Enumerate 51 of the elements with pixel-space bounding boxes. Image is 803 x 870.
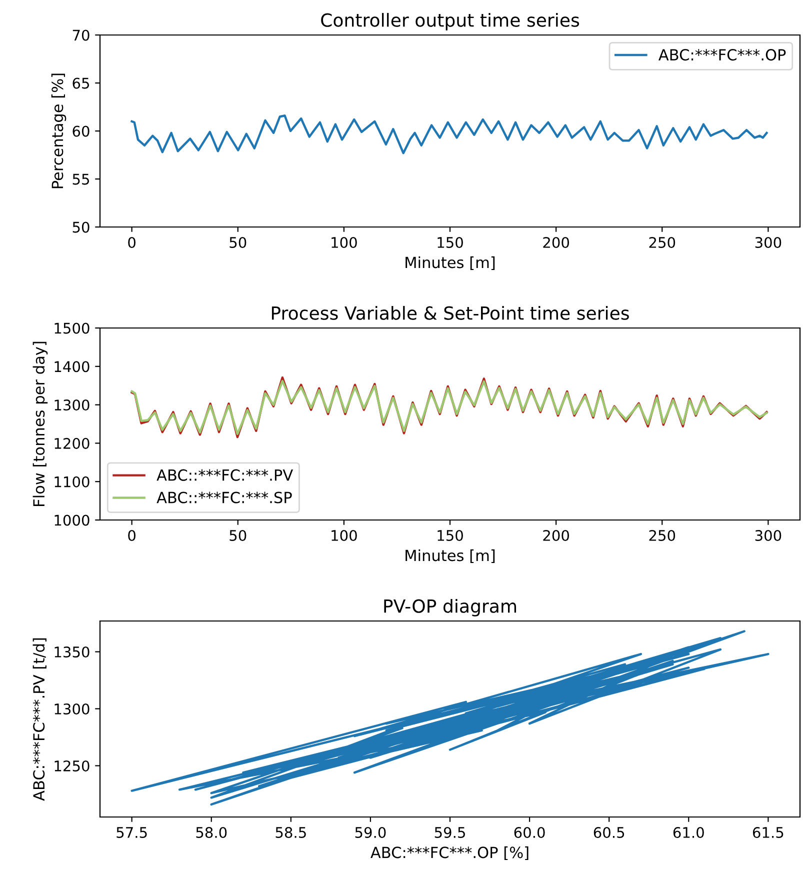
line-series bbox=[130, 630, 770, 806]
y-tick-label: 50 bbox=[72, 222, 90, 233]
line-series bbox=[130, 114, 768, 154]
x-tick-label: 58.0 bbox=[196, 826, 227, 838]
x-tick-label: 50 bbox=[230, 530, 246, 542]
y-tick-label: 1300 bbox=[54, 703, 90, 714]
chart-title: PV-OP diagram bbox=[384, 598, 516, 616]
y-axis-title: Percentage [%] bbox=[51, 74, 66, 188]
y-tick-label: 65 bbox=[72, 78, 90, 89]
x-tick-label: 60.5 bbox=[594, 826, 624, 838]
y-tick-label: 1100 bbox=[54, 476, 90, 488]
x-axis-title: Minutes [m] bbox=[406, 256, 495, 270]
legend-label: ABC::***FC:***.SP bbox=[156, 492, 292, 504]
y-axis-title: Flow [tonnes per day] bbox=[32, 342, 48, 506]
x-tick-label: 300 bbox=[755, 530, 782, 542]
x-tick-label: 60.0 bbox=[514, 826, 545, 838]
x-tick-label: 59.0 bbox=[355, 826, 386, 838]
x-tick-label: 58.5 bbox=[276, 826, 306, 838]
y-tick-label: 1500 bbox=[54, 322, 90, 334]
x-tick-label: 250 bbox=[649, 236, 676, 248]
x-tick-label: 200 bbox=[543, 530, 570, 542]
x-axis-title: ABC:***FC***.OP [%] bbox=[370, 846, 528, 860]
y-tick-label: 1300 bbox=[54, 400, 90, 411]
x-tick-label: 200 bbox=[543, 236, 570, 248]
x-tick-label: 0 bbox=[128, 530, 136, 542]
x-tick-label: 59.5 bbox=[434, 826, 465, 838]
x-axis-title: Minutes [m] bbox=[406, 549, 495, 564]
x-tick-label: 300 bbox=[755, 236, 782, 248]
x-tick-label: 0 bbox=[128, 236, 136, 248]
x-tick-label: 61.5 bbox=[752, 826, 784, 838]
y-tick-label: 1250 bbox=[54, 760, 90, 772]
y-tick-label: 70 bbox=[72, 30, 90, 41]
y-tick-label: 1400 bbox=[54, 361, 90, 372]
x-tick-label: 250 bbox=[649, 530, 676, 542]
x-tick-label: 100 bbox=[332, 236, 357, 248]
x-tick-label: 150 bbox=[438, 236, 463, 248]
chart-title: Controller output time series bbox=[321, 12, 580, 30]
y-tick-label: 1000 bbox=[54, 514, 90, 526]
y-tick-label: 1350 bbox=[54, 646, 90, 658]
x-tick-label: 50 bbox=[230, 236, 246, 248]
x-tick-label: 150 bbox=[438, 530, 463, 542]
legend-label: ABC:***FC***.OP bbox=[658, 49, 786, 61]
y-tick-label: 1200 bbox=[54, 438, 90, 449]
legend-label: ABC::***FC:***.PV bbox=[156, 469, 293, 481]
x-tick-label: 61.0 bbox=[673, 826, 704, 838]
x-tick-label: 100 bbox=[332, 530, 357, 542]
y-tick-label: 60 bbox=[72, 126, 90, 137]
x-tick-label: 57.5 bbox=[116, 827, 147, 838]
y-axis-title: ABC:***FC***.PV [t/d] bbox=[32, 638, 46, 801]
y-tick-label: 55 bbox=[72, 174, 90, 185]
chart-title: Process Variable & Set-Point time series bbox=[272, 306, 629, 320]
